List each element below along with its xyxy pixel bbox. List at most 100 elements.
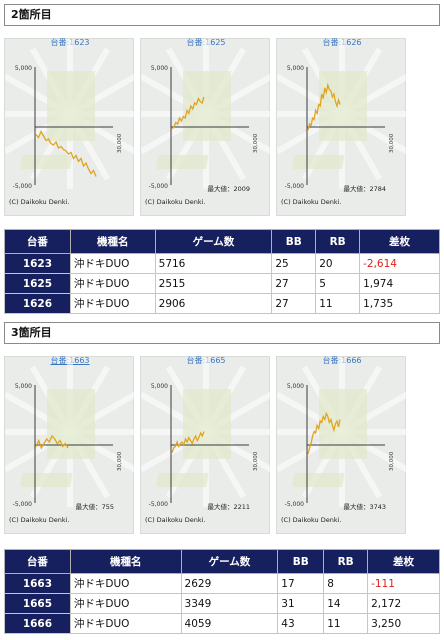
model-name: 沖ドキDUO [69,613,182,634]
diff-value: 3,250 [367,613,440,634]
x-tick-label: 30,000 [389,133,395,153]
max-value-label: 最大値：2009 [207,184,250,193]
table-row: 1663 沖ドキDUO 2629 17 8 -111 [4,573,440,594]
slump-line [171,96,205,130]
machine-number: 1625 [4,273,71,294]
rb-count: 11 [323,613,369,634]
y-tick-label: 5,000 [151,383,168,390]
table-row: 1623 沖ドキDUO 5716 25 20 -2,614 [4,253,440,274]
col-header-rb: RB [323,549,369,574]
data-table: 台番 機種名 ゲーム数 BB RB 差枚 1623 沖ドキDUO 5716 25… [4,229,440,314]
bb-count: 25 [271,253,317,274]
model-name: 沖ドキDUO [69,293,156,314]
y-tick-label: 5,000 [15,383,32,390]
col-header-games: ゲーム数 [180,549,279,574]
table-row: 1626 沖ドキDUO 2906 27 11 1,735 [4,293,440,314]
max-value-label: 最大値：2211 [207,502,250,511]
copyright-text: (C) Daikoku Denki. [145,516,206,524]
slump-graph: 5,000 -5,000 30,000 最大値：2784(C) Daikoku Den… [277,39,407,206]
copyright-text: (C) Daikoku Denki. [145,198,206,206]
table-row: 1625 沖ドキDUO 2515 27 5 1,974 [4,273,440,294]
y-tick-label: 5,000 [287,65,304,72]
col-header-model: 機種名 [69,549,182,574]
bb-count: 27 [271,293,317,314]
diff-value: 1,735 [359,293,440,314]
chart-background-decoration [5,357,135,507]
chart-background-decoration [277,357,407,507]
y-tick-label: 5,000 [15,65,32,72]
chart-background-decoration [141,39,271,189]
col-header-bb: BB [271,229,317,254]
y-tick-label: -5,000 [285,183,305,190]
model-name: 沖ドキDUO [69,253,156,274]
copyright-text: (C) Daikoku Denki. [9,198,70,206]
y-tick-label: -5,000 [285,501,305,508]
data-table: 台番 機種名 ゲーム数 BB RB 差枚 1663 沖ドキDUO 2629 17… [4,549,440,634]
col-header-model: 機種名 [69,229,156,254]
machine-number: 1663 [4,573,71,594]
slump-line [35,130,97,177]
slump-line [307,82,341,131]
max-value-label: 最大値：2784 [343,184,386,193]
col-header-diff: 差枚 [359,229,440,254]
slump-graph: 5,000 -5,000 30,000 (C) Daikoku Denki. [5,39,135,206]
model-name: 沖ドキDUO [69,593,182,614]
x-tick-label: 30,000 [389,451,395,471]
copyright-text: (C) Daikoku Denki. [281,198,342,206]
copyright-text: (C) Daikoku Denki. [281,516,342,524]
chart-background-decoration [5,39,135,189]
diff-value: 2,172 [367,593,440,614]
diff-value: -2,614 [359,253,440,274]
bb-count: 31 [277,593,325,614]
max-value-label: 最大値：755 [76,502,114,511]
col-header-rb: RB [315,229,361,254]
table-row: 1665 沖ドキDUO 3349 31 14 2,172 [4,593,440,614]
section-title: 3箇所目 [4,322,440,344]
chart-background-decoration [277,39,407,189]
table-header-row: 台番 機種名 ゲーム数 BB RB 差枚 [4,229,440,254]
y-tick-label: -5,000 [13,183,33,190]
rb-count: 8 [323,573,369,594]
slump-graph: 5,000 -5,000 30,000 最大値：3743(C) Daikoku Den… [277,357,407,524]
col-header-number: 台番 [4,549,71,574]
section-title: 2箇所目 [4,4,440,26]
rb-count: 11 [315,293,361,314]
game-count: 2515 [154,273,273,294]
y-tick-label: -5,000 [13,501,33,508]
col-header-bb: BB [277,549,325,574]
model-name: 沖ドキDUO [69,573,182,594]
slump-line [171,431,205,453]
y-tick-label: -5,000 [149,183,169,190]
machine-number: 1623 [4,253,71,274]
copyright-text: (C) Daikoku Denki. [9,516,70,524]
bb-count: 43 [277,613,325,634]
col-header-number: 台番 [4,229,71,254]
x-tick-label: 30,000 [117,133,123,153]
bb-count: 27 [271,273,317,294]
slump-graph: 5,000 -5,000 30,000 最大値：2009(C) Daikoku Den… [141,39,271,206]
game-count: 4059 [180,613,279,634]
diff-value: 1,974 [359,273,440,294]
slump-graph: 5,000 -5,000 30,000 最大値：755 (C) Daikoku Denk… [5,357,135,524]
machine-number: 1626 [4,293,71,314]
slump-line [307,411,341,455]
bb-count: 17 [277,573,325,594]
machine-number: 1666 [4,613,71,634]
rb-count: 14 [323,593,369,614]
y-tick-label: 5,000 [287,383,304,390]
max-value-label: 最大値：3743 [343,502,386,511]
y-tick-label: 5,000 [151,65,168,72]
table-header-row: 台番 機種名 ゲーム数 BB RB 差枚 [4,549,440,574]
x-tick-label: 30,000 [253,451,259,471]
col-header-games: ゲーム数 [154,229,273,254]
col-header-diff: 差枚 [367,549,440,574]
x-tick-label: 30,000 [253,133,259,153]
diff-value: -111 [367,573,440,594]
game-count: 2629 [180,573,279,594]
y-tick-label: -5,000 [149,501,169,508]
